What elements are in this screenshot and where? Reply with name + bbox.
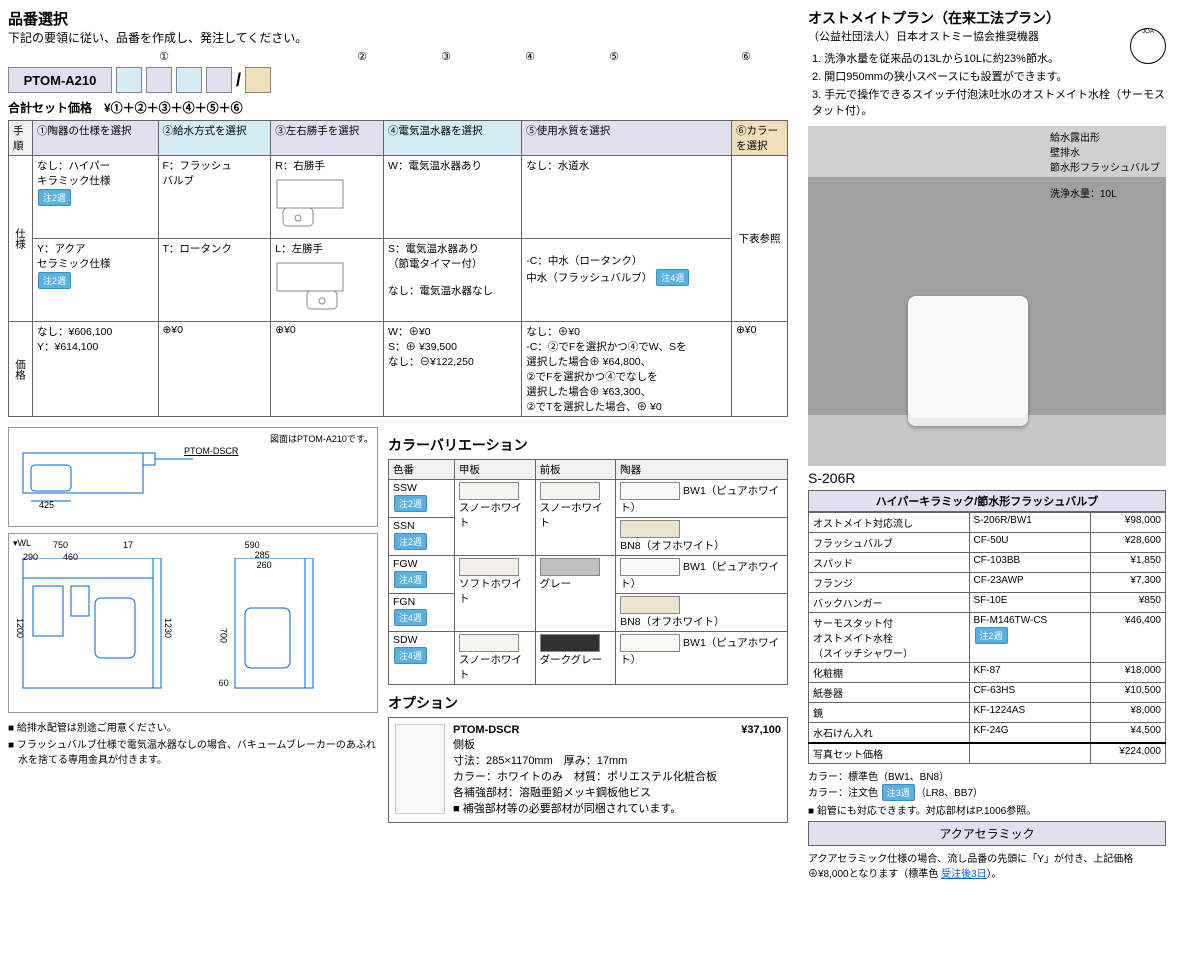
c6: 下表参照 (732, 156, 788, 322)
plan-sub: （公益社団法人）日本オストミー協会推奨機器 (808, 28, 1166, 44)
spec-row: 紙巻器CF-63HS¥10,500 (809, 683, 1166, 703)
option-l3: 各補強部材：溶融亜鉛メッキ鋼板他ビス (453, 784, 781, 800)
option-sub: 側板 (453, 736, 781, 752)
pn-slot-3 (146, 67, 172, 93)
aqua-link[interactable]: 受注後3日 (941, 869, 987, 880)
col-1: ①陶器の仕様を選択 (33, 121, 159, 156)
colorvar-row: SSW 注2週スノーホワイトスノーホワイト BW1（ピュアホワイト） (389, 480, 788, 518)
colorvar-title: カラーバリエーション (388, 435, 788, 455)
p3: ⊕¥0 (271, 322, 384, 417)
row-spec: 仕様 (9, 156, 33, 322)
option-l1: 寸法：285×1170mm 厚み：17mm (453, 752, 781, 768)
pn-slot-6 (245, 67, 271, 93)
feature-list: 1. 洗浄水量を従来品の13Lから10Lに約23%節水。2. 開口950mmの狭… (808, 50, 1166, 118)
option-name: PTOM-DSCR (453, 724, 519, 736)
c5bc: -C：中水（ロータンク） 中水（フラッシュバルブ） 注4週 (522, 239, 732, 322)
pn-slot-5 (206, 67, 232, 93)
circ-6: ⑥ (704, 48, 788, 65)
spec-row: 鏡KF-1224AS¥8,000 (809, 703, 1166, 723)
pn-slot-4 (176, 67, 202, 93)
p2: ⊕¥0 (158, 322, 271, 417)
spec-row: フラッシュバルブCF-50U¥28,600 (809, 533, 1166, 553)
c2a: F：フラッシュバルブ (158, 156, 271, 239)
colorvar-table: 色番甲板前板陶器 SSW 注2週スノーホワイトスノーホワイト BW1（ピュアホワ… (388, 459, 788, 685)
partnumber-builder: PTOM-A210 / (8, 67, 788, 93)
c1a: なし：ハイパーキラミック仕様 注2週 (33, 156, 159, 239)
c3a: R：右勝手 (271, 156, 384, 239)
option-image (395, 724, 445, 814)
total-label: 写真セット価格 (809, 743, 970, 764)
c4bc: S：電気温水器あり（節電タイマー付） なし：電気温水器なし (384, 239, 522, 322)
col-3: ③左右勝手を選択 (271, 121, 384, 156)
col-5: ⑤使用水質を選択 (522, 121, 732, 156)
c5a: なし：水道水 (522, 156, 732, 239)
badge-c1a: 注2週 (38, 189, 71, 206)
product-image: 給水露出形壁排水 節水形フラッシュバルブ洗浄水量：10L (808, 126, 1166, 466)
col-6: ⑥カラーを選択 (732, 121, 788, 156)
spec-table: 手順 ①陶器の仕様を選択 ②給水方式を選択 ③左右勝手を選択 ④電気温水器を選択… (8, 120, 788, 417)
p6: ⊕¥0 (732, 322, 788, 417)
c2b: T：ロータンク (158, 239, 271, 322)
spec-row: バックハンガーSF-10E¥850 (809, 593, 1166, 613)
spec-row: サーモスタット付 オストメイト水栓 （スイッチシャワー）BF-M146TW-CS… (809, 613, 1166, 663)
circ-5: ⑤ (572, 48, 656, 65)
p4: W：⊕¥0S：⊕ ¥39,500なし：⊖¥122,250 (384, 322, 522, 417)
option-l4: ■ 補強部材等の必要部材が同梱されています。 (453, 800, 781, 816)
instruction-text: 下記の要領に従い、品番を作成し、発注してください。 (8, 29, 788, 46)
product-image-labels: 給水露出形壁排水 節水形フラッシュバルブ洗浄水量：10L (1050, 129, 1160, 200)
spec-price-table: オストメイト対応流しS-206R/BW1¥98,000フラッシュバルブCF-50… (808, 512, 1166, 764)
spec-header: ハイパーキラミック/節水形フラッシュバルブ (808, 490, 1166, 512)
circ-4: ④ (488, 48, 572, 65)
option-box: PTOM-DSCR ¥37,100 側板 寸法：285×1170mm 厚み：17… (388, 717, 788, 823)
circ-1: ① (8, 48, 320, 65)
spec-row: 水石けん入れKF-24G¥4,500 (809, 723, 1166, 744)
colorvar-row: SDW 注4週スノーホワイトダークグレー BW1（ピュアホワイト） (389, 632, 788, 685)
p5: なし：⊕¥0-C：②でFを選択かつ④でW、Sを 選択した場合⊕ ¥64,800、… (522, 322, 732, 417)
total-label: 合計セット価格 ¥①＋②＋③＋④＋⑤＋⑥ (8, 99, 788, 116)
pn-slash: / (236, 70, 241, 91)
drawing-front: ▾WL 750 17 290 460 1200 1230 (8, 533, 378, 713)
badge-c1b: 注2週 (38, 272, 71, 289)
plan-footnotes: カラー：標準色（BW1、BN8） カラー：注文色 注3週（LR8、BB7） ■ … (808, 768, 1166, 817)
circ-3: ③ (404, 48, 488, 65)
option-price: ¥37,100 (741, 724, 781, 736)
aqua-text: アクアセラミック仕様の場合、流し品番の先頭に「Y」が付き、上記価格⊕¥8,000… (808, 850, 1166, 880)
colorvar-row: FGW 注4週ソフトホワイトグレー BW1（ピュアホワイト） (389, 556, 788, 594)
drawing-top: 図面はPTOM-A210です。 PTOM-DSCR 425 (8, 427, 378, 527)
section-title: 品番選択 (8, 8, 788, 29)
joa-mark-icon: JOA (1130, 28, 1166, 64)
option-l2: カラー：ホワイトのみ 材質：ポリエステル化粧合板 (453, 768, 781, 784)
aqua-header: アクアセラミック (808, 821, 1166, 846)
p1: なし：¥606,100Y：¥614,100 (33, 322, 159, 417)
pn-base: PTOM-A210 (8, 67, 112, 93)
spec-row: スパッドCF-103BB¥1,850 (809, 553, 1166, 573)
spec-row: 化粧棚KF-87¥18,000 (809, 663, 1166, 683)
c3b: L：左勝手 (271, 239, 384, 322)
badge-c5: 注4週 (656, 269, 689, 286)
col-step: 手順 (9, 121, 33, 156)
pn-slot-2 (116, 67, 142, 93)
drawing-notes: ■ 給排水配管は別途ご用意ください。 ■ フラッシュバルブ仕様で電気温水器なしの… (8, 719, 378, 766)
circ-2: ② (320, 48, 404, 65)
spec-row: フランジCF-23AWP¥7,300 (809, 573, 1166, 593)
c1b: Y：アクアセラミック仕様 注2週 (33, 239, 159, 322)
c4a: W：電気温水器あり (384, 156, 522, 239)
spec-row: オストメイト対応流しS-206R/BW1¥98,000 (809, 513, 1166, 533)
row-price: 価格 (9, 322, 33, 417)
col-4: ④電気温水器を選択 (384, 121, 522, 156)
plan-title: オストメイトプラン（在来工法プラン） (808, 8, 1166, 28)
total-price: ¥224,000 (1091, 743, 1166, 764)
option-title: オプション (388, 693, 788, 713)
col-2: ②給水方式を選択 (158, 121, 271, 156)
product-code: S-206R (808, 470, 1166, 486)
